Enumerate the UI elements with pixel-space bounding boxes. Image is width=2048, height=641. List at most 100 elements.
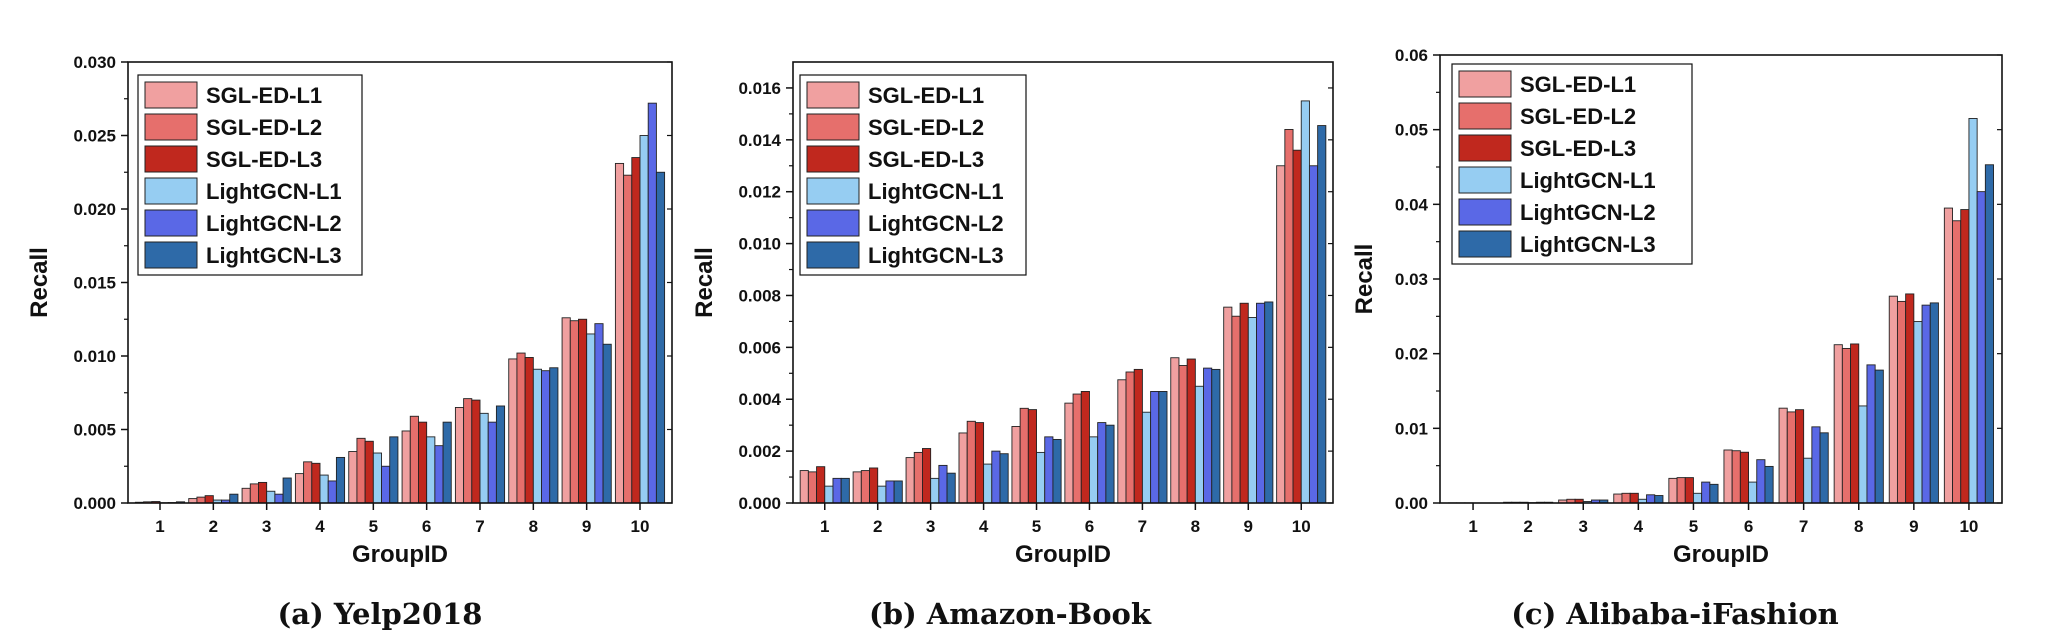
bar-sgl-ed-l3-group-3 (258, 481, 268, 504)
legend: SGL-ED-L1 SGL-ED-L2 SGL-ED-L3 LightGCN-L1 Li… (137, 74, 363, 276)
bar-sgl-ed-l2-group-2 (860, 470, 870, 504)
x-tick-label: 5 (1689, 517, 1698, 536)
bar-sgl-ed-l3-group-10 (1960, 209, 1970, 504)
bar-lightgcn-l1-group-5 (1036, 451, 1046, 504)
bar-lightgcn-l3-group-7 (1819, 432, 1829, 504)
legend-swatch (1458, 70, 1512, 98)
legend-swatch (806, 209, 860, 237)
legend-swatch (1458, 134, 1512, 162)
bar-sgl-ed-l2-group-6 (1731, 450, 1741, 504)
bar-sgl-ed-l3-group-9 (578, 318, 588, 504)
bar-sgl-ed-l3-group-7 (1794, 409, 1805, 504)
bar-sgl-ed-l2-group-1 (807, 471, 818, 504)
bar-sgl-ed-l3-group-2 (869, 467, 879, 504)
bar-lightgcn-l1-group-3 (930, 477, 940, 504)
y-tick-label: 0.008 (738, 286, 781, 305)
bar-lightgcn-l1-group-10 (1968, 118, 1978, 504)
bar-sgl-ed-l2-group-3 (249, 483, 259, 504)
bar-sgl-ed-l3-group-6 (1080, 391, 1090, 504)
x-tick-label: 6 (1744, 517, 1753, 536)
bar-sgl-ed-l3-group-1 (816, 466, 826, 504)
bar-sgl-ed-l1-group-10 (1276, 165, 1286, 504)
bar-sgl-ed-l1-group-4 (1613, 493, 1623, 504)
bar-sgl-ed-l1-group-6 (401, 430, 411, 504)
x-tick-label: 8 (1854, 517, 1863, 536)
chart-caption: (b) Amazon-Book (869, 597, 1152, 631)
bar-lightgcn-l2-group-1 (832, 477, 842, 504)
bar-sgl-ed-l3-group-10 (1292, 149, 1302, 504)
x-tick-label: 3 (262, 517, 271, 536)
bar-lightgcn-l1-group-1 (824, 485, 834, 504)
bar-lightgcn-l3-group-7 (1158, 391, 1168, 504)
bar-lightgcn-l2-group-5 (1701, 481, 1711, 504)
bar-lightgcn-l2-group-3 (938, 464, 948, 504)
bar-sgl-ed-l1-group-3 (241, 487, 251, 504)
bar-sgl-ed-l2-group-5 (356, 437, 366, 504)
bar-sgl-ed-l2-group-9 (1896, 300, 1907, 504)
bar-lightgcn-l2-group-3 (274, 493, 284, 504)
bar-sgl-ed-l3-group-2 (204, 495, 214, 504)
bar-sgl-ed-l1-group-7 (1117, 379, 1127, 504)
y-tick-label: 0.002 (738, 442, 781, 461)
x-tick-label: 3 (926, 517, 935, 536)
bar-sgl-ed-l2-group-2 (196, 496, 206, 504)
bar-sgl-ed-l3-group-9 (1239, 302, 1249, 504)
y-tick-label: 0.01 (1395, 419, 1428, 438)
bar-sgl-ed-l2-group-4 (1621, 492, 1631, 504)
legend-swatch (1458, 166, 1512, 194)
bar-lightgcn-l1-group-8 (1858, 405, 1868, 504)
bar-sgl-ed-l3-group-7 (1133, 368, 1143, 504)
bar-lightgcn-l3-group-4 (999, 453, 1009, 504)
bar-lightgcn-l2-group-9 (594, 323, 604, 504)
bar-sgl-ed-l1-group-8 (508, 358, 518, 504)
bar-sgl-ed-l2-group-4 (966, 420, 976, 504)
x-tick-label: 9 (1244, 517, 1253, 536)
bar-lightgcn-l2-group-7 (1150, 391, 1160, 504)
legend-entry: SGL-ED-L3 (1520, 136, 1636, 161)
chart-panel-3: 0.00 0.01 0.02 0.03 0.04 0.05 0.06 1 2 3 4 5 6 7 8 9 10 G… (1351, 46, 2003, 631)
bar-lightgcn-l2-group-8 (1203, 367, 1213, 504)
y-tick-label: 0.016 (738, 79, 781, 98)
bar-sgl-ed-l3-group-5 (1684, 477, 1694, 504)
bar-sgl-ed-l1-group-5 (1668, 477, 1678, 504)
bar-lightgcn-l1-group-9 (1247, 317, 1257, 504)
bar-lightgcn-l3-group-4 (1654, 495, 1664, 504)
bar-sgl-ed-l1-group-4 (958, 432, 968, 504)
bar-sgl-ed-l1-group-3 (905, 457, 915, 504)
legend-entry: LightGCN-L3 (1520, 232, 1656, 257)
legend-swatch (1458, 230, 1512, 258)
bar-sgl-ed-l1-group-4 (294, 473, 305, 504)
x-tick-label: 9 (1909, 517, 1918, 536)
bar-lightgcn-l1-group-5 (372, 452, 382, 504)
y-tick-label: 0.00 (1395, 494, 1428, 513)
bar-sgl-ed-l2-group-4 (303, 461, 313, 504)
legend-swatch (144, 209, 198, 237)
y-tick-label: 0.005 (73, 421, 116, 440)
y-tick-label: 0.020 (73, 200, 116, 219)
y-tick-label: 0.030 (73, 53, 116, 72)
y-tick-label: 0.02 (1395, 345, 1428, 364)
bar-lightgcn-l2-group-7 (1811, 426, 1821, 504)
x-tick-label: 4 (979, 517, 989, 536)
y-tick-label: 0.010 (738, 235, 781, 254)
bar-lightgcn-l1-group-5 (1692, 492, 1703, 504)
bar-sgl-ed-l3-group-4 (974, 422, 985, 504)
y-tick-label: 0.015 (73, 274, 116, 293)
legend-swatch (1458, 198, 1512, 226)
bar-sgl-ed-l2-group-9 (1231, 315, 1241, 504)
bar-lightgcn-l3-group-10 (655, 171, 666, 504)
bar-sgl-ed-l3-group-5 (1027, 409, 1037, 504)
x-tick-label: 7 (1138, 517, 1147, 536)
x-tick-label: 5 (1032, 517, 1041, 536)
y-tick-label: 0.04 (1395, 195, 1429, 214)
bar-sgl-ed-l2-group-5 (1676, 477, 1686, 504)
bar-sgl-ed-l2-group-10 (1284, 128, 1294, 504)
y-tick-label: 0.000 (73, 494, 116, 513)
bar-sgl-ed-l2-group-5 (1019, 407, 1029, 504)
chart-caption: (a) Yelp2018 (278, 597, 483, 631)
bar-lightgcn-l3-group-9 (602, 343, 612, 504)
y-tick-label: 0.014 (738, 131, 781, 150)
bar-sgl-ed-l3-group-9 (1905, 293, 1915, 504)
bar-sgl-ed-l2-group-6 (409, 415, 419, 504)
x-tick-label: 2 (209, 517, 218, 536)
